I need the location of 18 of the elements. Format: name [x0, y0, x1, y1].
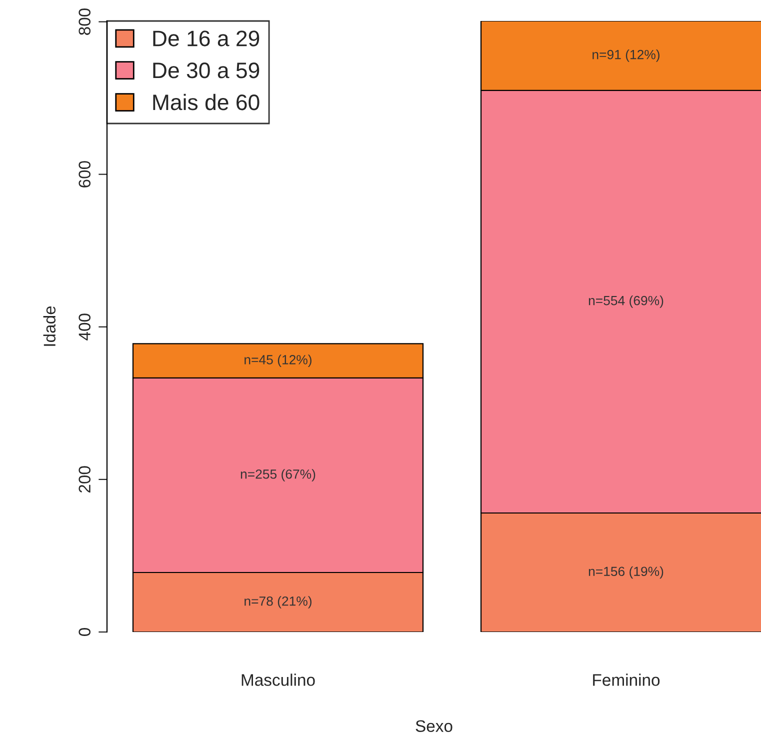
legend-label: De 16 a 29 [153, 30, 260, 46]
data-label: n=45 (12%) [244, 354, 312, 367]
y-tick-label: 400 [78, 314, 91, 340]
data-label: n=156 (19%) [588, 566, 664, 579]
x-tick-label: Masculino [242, 674, 315, 686]
data-label: n=78 (21%) [244, 596, 312, 608]
y-axis-title: Idade [43, 306, 56, 346]
data-label: n=554 (69%) [588, 296, 664, 308]
y-tick-label: 800 [78, 8, 91, 35]
x-axis-title: Sexo [416, 720, 452, 732]
data-label: n=255 (67%) [240, 469, 316, 482]
x-tick-label: Feminino [593, 674, 660, 686]
y-tick-label: 200 [78, 466, 91, 493]
data-label: n=91 (12%) [592, 50, 660, 62]
y-tick-label: 0 [78, 628, 91, 636]
y-tick-label: 600 [78, 161, 91, 188]
legend-label: Mais de 60 [153, 94, 260, 110]
legend-label: De 30 a 59 [153, 62, 260, 78]
